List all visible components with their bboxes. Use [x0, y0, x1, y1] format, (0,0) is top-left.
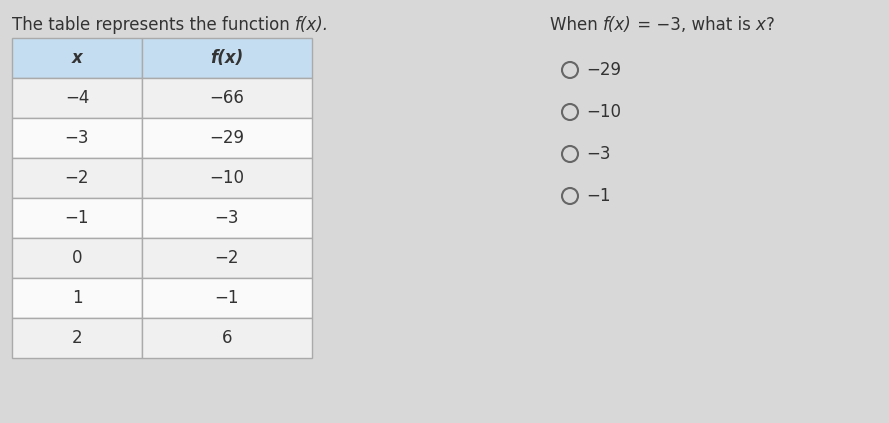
Bar — [12, 278, 142, 318]
Text: ?: ? — [765, 16, 774, 34]
Text: −2: −2 — [215, 249, 239, 267]
Bar — [12, 158, 142, 198]
Text: −1: −1 — [65, 209, 89, 227]
Bar — [142, 238, 312, 278]
Bar — [12, 118, 142, 158]
Text: −3: −3 — [586, 145, 611, 163]
Text: −3: −3 — [215, 209, 239, 227]
Text: −1: −1 — [215, 289, 239, 307]
Text: −10: −10 — [210, 169, 244, 187]
Text: 6: 6 — [221, 329, 232, 347]
Text: −29: −29 — [210, 129, 244, 147]
Text: −66: −66 — [210, 89, 244, 107]
Text: 2: 2 — [72, 329, 83, 347]
Text: x: x — [756, 16, 765, 34]
Text: f(x): f(x) — [211, 49, 244, 67]
Text: −4: −4 — [65, 89, 89, 107]
Text: When: When — [550, 16, 603, 34]
Text: −29: −29 — [586, 61, 621, 79]
Bar — [12, 238, 142, 278]
Text: The table represents the function: The table represents the function — [12, 16, 295, 34]
Text: x: x — [72, 49, 83, 67]
Text: −10: −10 — [586, 103, 621, 121]
Text: 1: 1 — [72, 289, 83, 307]
Bar — [142, 278, 312, 318]
Bar — [142, 118, 312, 158]
Bar — [142, 38, 312, 78]
Bar — [142, 158, 312, 198]
Text: f(x): f(x) — [603, 16, 632, 34]
Bar — [142, 318, 312, 358]
Text: −1: −1 — [586, 187, 611, 205]
Text: 0: 0 — [72, 249, 83, 267]
Bar — [142, 78, 312, 118]
Bar — [12, 198, 142, 238]
Bar — [12, 318, 142, 358]
Text: f(x).: f(x). — [295, 16, 329, 34]
Bar — [142, 198, 312, 238]
Text: = −3, what is: = −3, what is — [632, 16, 756, 34]
Bar — [12, 78, 142, 118]
Text: −3: −3 — [65, 129, 89, 147]
Bar — [12, 38, 142, 78]
Text: −2: −2 — [65, 169, 89, 187]
